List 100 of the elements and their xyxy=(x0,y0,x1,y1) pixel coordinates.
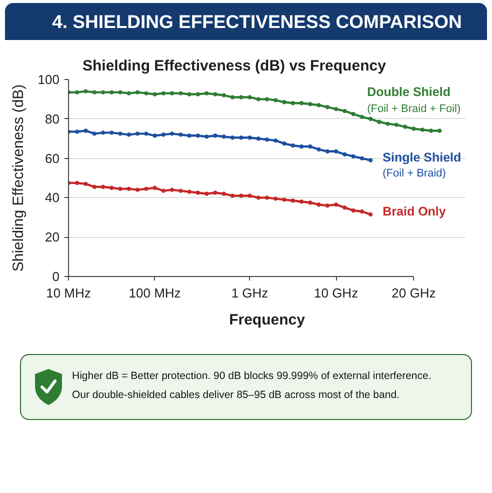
point xyxy=(126,91,132,96)
point xyxy=(264,137,270,142)
point xyxy=(144,91,148,96)
point xyxy=(248,194,252,198)
point xyxy=(368,212,373,217)
point xyxy=(222,93,226,98)
point xyxy=(351,154,356,158)
point xyxy=(118,186,122,191)
point xyxy=(110,90,114,94)
text: Our double-shielded cables deliver 85–95 dB across most of the band. xyxy=(72,388,400,403)
point xyxy=(170,132,174,136)
point xyxy=(75,90,80,94)
point xyxy=(402,124,408,129)
point xyxy=(308,102,312,106)
y-tick-label: 80 xyxy=(45,111,60,126)
point xyxy=(196,134,200,138)
point xyxy=(230,95,235,100)
point xyxy=(334,149,338,154)
point xyxy=(135,188,140,192)
point xyxy=(368,116,373,121)
point xyxy=(342,108,347,114)
point xyxy=(170,188,174,192)
y-axis-title: Shielding Effectiveness (dB) xyxy=(10,84,27,272)
point xyxy=(394,122,399,127)
y-tick-label: 0 xyxy=(52,269,60,284)
point xyxy=(213,92,218,96)
point xyxy=(428,128,434,133)
point xyxy=(110,130,114,135)
point xyxy=(264,196,270,200)
point xyxy=(308,200,312,205)
point xyxy=(161,188,166,193)
point xyxy=(213,190,218,195)
point xyxy=(274,138,278,143)
chart-subtitle: Shielding Effectiveness (dB) vs Frequency xyxy=(82,58,387,74)
point xyxy=(325,203,330,208)
point xyxy=(274,196,278,201)
point xyxy=(118,132,122,136)
point xyxy=(100,90,106,94)
point xyxy=(84,89,88,94)
point xyxy=(230,194,235,198)
point xyxy=(100,184,106,189)
y-tick-label: 40 xyxy=(45,190,60,206)
point xyxy=(438,128,442,133)
point xyxy=(360,114,364,120)
point xyxy=(84,182,88,186)
point xyxy=(187,92,192,96)
point xyxy=(239,136,244,140)
point xyxy=(351,112,356,116)
point xyxy=(222,134,226,139)
point xyxy=(75,130,80,134)
point xyxy=(360,209,364,214)
point xyxy=(230,136,235,140)
point xyxy=(152,186,157,190)
point xyxy=(248,136,252,140)
point xyxy=(161,91,166,96)
point xyxy=(239,194,244,198)
point xyxy=(282,100,286,104)
y-tick-label: 20 xyxy=(45,230,60,245)
chart-title: 4. SHIELDING EFFECTIVENESS COMPARISON xyxy=(5,3,487,40)
point xyxy=(412,126,416,131)
point xyxy=(152,92,157,96)
point xyxy=(222,192,226,196)
point xyxy=(282,198,286,202)
point xyxy=(360,156,364,160)
point xyxy=(178,91,183,96)
point xyxy=(187,190,192,194)
point xyxy=(334,106,338,112)
point xyxy=(316,147,321,152)
point xyxy=(178,188,183,193)
y-tick-label: 60 xyxy=(45,150,60,166)
point xyxy=(386,122,390,126)
point xyxy=(204,192,209,196)
point xyxy=(135,132,140,136)
point xyxy=(204,91,209,96)
point xyxy=(161,132,166,137)
point xyxy=(342,205,347,210)
point xyxy=(75,180,80,186)
x-tick-label: 10 MHz xyxy=(46,286,91,300)
point xyxy=(196,190,200,195)
point xyxy=(92,184,96,189)
point xyxy=(248,95,252,100)
point xyxy=(274,98,278,102)
text: Higher dB = Better protection. 90 dB blocks 99.999% of external interference. xyxy=(72,369,432,384)
point xyxy=(213,134,218,138)
point xyxy=(239,95,244,100)
point xyxy=(299,200,304,204)
point xyxy=(308,144,312,149)
point xyxy=(196,92,200,96)
x-tick-label: 100 MHz xyxy=(128,286,181,300)
point xyxy=(170,91,174,96)
point xyxy=(316,103,321,108)
x-tick-label: 10 GHz xyxy=(314,286,358,300)
point xyxy=(92,132,96,136)
point xyxy=(299,144,304,149)
point xyxy=(334,202,338,207)
series-label: Single Shield (Foil + Braid) xyxy=(382,150,462,180)
series-label: Braid Only xyxy=(382,204,446,218)
point xyxy=(290,198,295,203)
point xyxy=(126,132,132,137)
point xyxy=(144,132,148,136)
